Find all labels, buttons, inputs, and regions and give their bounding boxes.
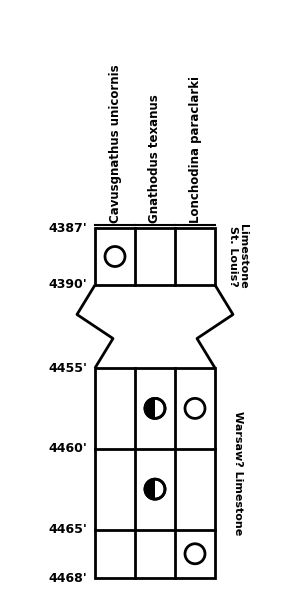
Circle shape — [185, 399, 205, 418]
Text: 4465': 4465' — [48, 523, 87, 536]
Circle shape — [105, 247, 125, 267]
Text: 4460': 4460' — [48, 442, 87, 455]
Text: St. Louis?: St. Louis? — [228, 226, 238, 287]
Wedge shape — [145, 399, 155, 418]
Text: 4468': 4468' — [48, 572, 87, 584]
Text: 4387': 4387' — [48, 221, 87, 235]
Text: Warsaw? Limestone: Warsaw? Limestone — [233, 411, 243, 535]
Text: 4455': 4455' — [48, 362, 87, 374]
Text: 4390': 4390' — [48, 279, 87, 291]
Bar — [95, 228, 215, 285]
Wedge shape — [145, 479, 155, 499]
Text: Limestone: Limestone — [238, 224, 248, 289]
Text: Lonchodina paraclarki: Lonchodina paraclarki — [188, 76, 202, 223]
Bar — [95, 368, 215, 578]
Text: Cavusgnathus unicornis: Cavusgnathus unicornis — [109, 65, 122, 223]
Circle shape — [185, 544, 205, 564]
Text: Gnathodus texanus: Gnathodus texanus — [148, 94, 161, 223]
Circle shape — [145, 479, 165, 499]
Circle shape — [145, 399, 165, 418]
